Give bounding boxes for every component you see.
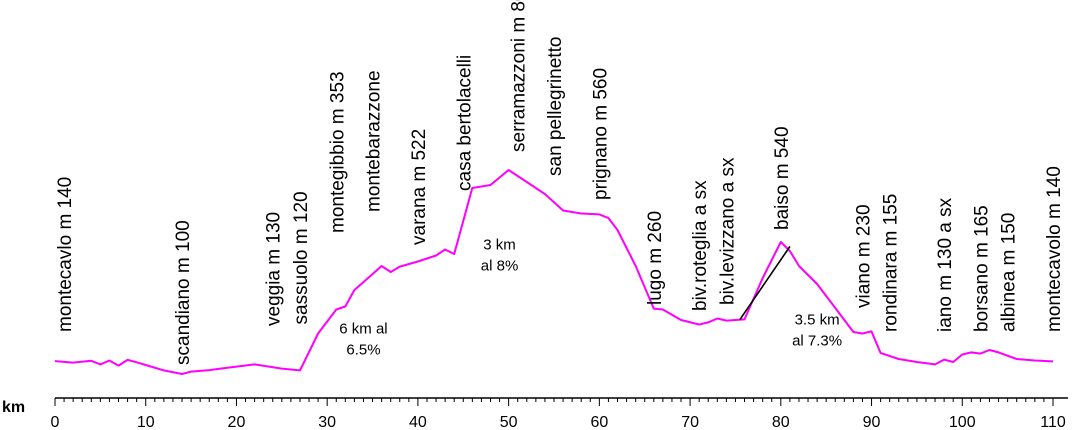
gradient-annotation: al 7.3% (792, 333, 842, 350)
place-label: montebarazzone (364, 70, 385, 212)
place-label: montegibbio m 353 (327, 71, 348, 233)
place-label: baiso m 540 (772, 126, 793, 230)
gradient-line (739, 246, 791, 320)
elevation-line (54, 169, 1054, 375)
place-label: scandiano m 100 (173, 220, 194, 365)
place-label: san pellegrinetto (545, 37, 566, 176)
gradient-annotation: 6.5% (346, 342, 380, 359)
x-tick-label: 60 (590, 414, 608, 430)
place-label: biv.roteglia a sx (690, 180, 711, 311)
x-axis-label: km (2, 399, 25, 416)
x-tick-label: 0 (51, 414, 60, 430)
place-label: albinea m 150 (999, 213, 1020, 332)
gradient-annotation: 3.5 km (795, 312, 840, 329)
place-label: veggia m 130 (264, 212, 285, 326)
place-label: biv.levizzano a sx (717, 157, 738, 305)
place-label: montecavlo m 140 (55, 177, 76, 332)
x-axis: km 0 10 20 30 40 50 60 70 80 90 100 110 (2, 397, 1068, 430)
x-tick-label: 90 (863, 414, 881, 430)
place-label: borsano m 165 (971, 205, 992, 332)
place-label: varana m 522 (409, 129, 430, 245)
place-label: montecavolo m 140 (1044, 166, 1065, 332)
x-tick-label: 10 (137, 414, 155, 430)
place-label: viano m 230 (854, 204, 875, 308)
place-label: lugo m 260 (645, 211, 666, 305)
x-tick-label: 80 (772, 414, 790, 430)
place-label: rondinara m 155 (881, 194, 902, 332)
x-tick-label: 50 (500, 414, 518, 430)
gradient-annotations: 6 km al 6.5% 3 km al 8% 3.5 km al 7.3% (339, 237, 842, 359)
x-tick-label: 100 (949, 414, 976, 430)
x-tick-label: 40 (409, 414, 427, 430)
profile-layer (54, 169, 1054, 375)
place-label: iano m 130 a sx (935, 197, 956, 332)
place-labels: montecavlo m 140 scandiano m 100 veggia m … (55, 0, 1065, 365)
x-tick-label: 70 (681, 414, 699, 430)
gradient-annotation: 3 km (483, 237, 516, 254)
x-tick-label: 30 (318, 414, 336, 430)
place-label: sassuolo m 120 (291, 191, 312, 324)
place-label: serramazzoni m 800 (509, 0, 530, 152)
gradient-annotation: 6 km al (339, 321, 387, 338)
x-tick-label: 20 (228, 414, 246, 430)
place-label: casa bertolacelli (454, 55, 475, 191)
x-tick-label: 110 (1040, 414, 1066, 430)
place-label: prignano m 560 (590, 68, 611, 200)
gradient-annotation: al 8% (481, 258, 519, 275)
